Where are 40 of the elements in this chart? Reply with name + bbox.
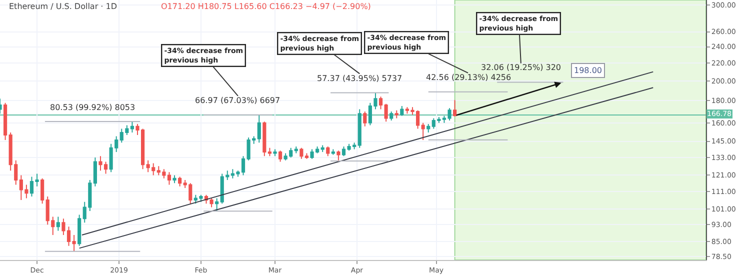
candlestick xyxy=(400,106,404,116)
candlestick xyxy=(453,99,457,117)
candlestick xyxy=(326,146,330,157)
candlestick xyxy=(178,176,182,187)
annotation: 80.53 (99.92%) 8053 xyxy=(50,103,136,112)
candlestick xyxy=(394,110,398,119)
candlestick xyxy=(304,152,309,160)
chart-subtitle: O171.20 H180.75 L165.60 C166.23 −4.97 (−2.90%) xyxy=(161,2,371,11)
candlestick xyxy=(390,110,394,121)
candlestick xyxy=(331,148,335,156)
candlestick xyxy=(320,144,324,152)
candlestick xyxy=(262,121,266,157)
annotation: 198.00 xyxy=(574,66,602,75)
annotation: 57.37 (43.95%) 5737 xyxy=(317,74,402,83)
annotation: 66.97 (67.03%) 6697 xyxy=(195,96,280,105)
candlestick xyxy=(421,122,425,141)
candlestick xyxy=(294,146,298,154)
candlestick xyxy=(278,150,282,162)
candlestick xyxy=(93,157,97,187)
candlestick xyxy=(426,124,430,133)
candlestick xyxy=(3,102,8,141)
candlestick xyxy=(300,147,304,160)
candlestick xyxy=(56,216,60,232)
candlestick xyxy=(40,178,44,204)
chart-title: Ethereum / U.S. Dollar · 1D xyxy=(9,2,117,11)
candlestick xyxy=(363,110,367,127)
candlestick xyxy=(384,103,388,122)
candlestick xyxy=(336,150,340,161)
candlestick xyxy=(172,174,176,184)
candlestick xyxy=(78,214,82,246)
annotation: 32.06 (19.25%) 320 xyxy=(481,63,562,72)
annotation: 42.56 (29.13%) 4256 xyxy=(426,73,512,82)
candlestick xyxy=(167,172,172,186)
candlestick xyxy=(268,147,272,157)
candlestick xyxy=(257,114,261,144)
candlestick xyxy=(130,121,134,133)
candlestick xyxy=(358,108,362,148)
candlestick xyxy=(215,198,219,212)
candlestick xyxy=(273,148,277,157)
candlestick xyxy=(378,96,383,110)
